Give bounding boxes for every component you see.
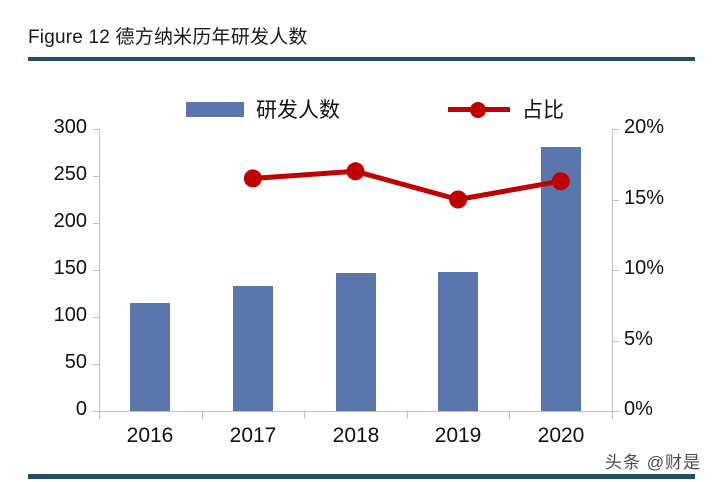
- y-axis-right-tick: [613, 341, 619, 342]
- x-axis-tick: [407, 412, 408, 419]
- chart-legend: 研发人数 占比: [0, 92, 723, 126]
- bar-2016[interactable]: [130, 303, 170, 411]
- y-axis-left-tick-label: 50: [64, 351, 87, 373]
- legend-item-bars[interactable]: 研发人数: [186, 92, 340, 126]
- line-marker-2017[interactable]: [243, 169, 262, 188]
- x-axis-tick: [99, 412, 100, 419]
- line-marker-2020[interactable]: [551, 172, 570, 191]
- y-axis-left-tick-label: 200: [53, 210, 87, 232]
- watermark-label: 头条 @财是: [605, 453, 701, 472]
- y-axis-left-line: [99, 129, 100, 412]
- footer-divider: [28, 474, 695, 479]
- y-axis-right-tick-label: 5%: [624, 328, 653, 350]
- y-axis-right-tick: [613, 411, 619, 412]
- line-marker-2019[interactable]: [449, 190, 468, 209]
- y-axis-right-tick: [613, 200, 619, 201]
- legend-bar-swatch-icon: [186, 101, 244, 117]
- x-axis-tick-label: 2016: [126, 424, 174, 447]
- x-axis-tick: [304, 412, 305, 419]
- y-axis-right-line: [612, 129, 613, 412]
- y-axis-left-tick-label: 150: [53, 257, 87, 279]
- bar-2017[interactable]: [233, 286, 273, 411]
- x-axis-tick-label: 2019: [434, 424, 482, 447]
- y-axis-right-tick-label: 15%: [624, 187, 665, 209]
- legend-item-line[interactable]: 占比: [448, 92, 564, 126]
- bar-2018[interactable]: [336, 273, 376, 411]
- line-path: [250, 168, 564, 202]
- figure-header: Figure 12 德方纳米历年研发人数: [0, 0, 723, 62]
- x-axis-tick-label: 2018: [332, 424, 380, 447]
- legend-item-bars-label: 研发人数: [256, 99, 340, 122]
- page-title: Figure 12 德方纳米历年研发人数: [28, 27, 308, 48]
- x-axis-tick: [612, 412, 613, 419]
- y-axis-left-tick: [93, 176, 99, 177]
- bar-2019[interactable]: [438, 272, 478, 411]
- y-axis-left-tick: [93, 223, 99, 224]
- y-axis-right-tick-label: 10%: [624, 257, 665, 279]
- y-axis-left-tick-label: 100: [53, 304, 87, 326]
- y-axis-left-tick: [93, 411, 99, 412]
- x-axis-tick: [202, 412, 203, 419]
- y-axis-left-tick: [93, 364, 99, 365]
- x-axis-line: [99, 411, 613, 412]
- x-axis-tick: [509, 412, 510, 419]
- y-axis-left-tick: [93, 270, 99, 271]
- legend-line-swatch-icon: [448, 100, 510, 118]
- y-axis-left-tick: [93, 317, 99, 318]
- x-axis-tick-label: 2020: [537, 424, 585, 447]
- y-axis-right-tick: [613, 129, 619, 130]
- legend-item-line-label: 占比: [522, 99, 564, 122]
- y-axis-left-tick-label: 250: [53, 163, 87, 185]
- x-axis-tick-label: 2017: [229, 424, 277, 447]
- bar-2020[interactable]: [541, 147, 581, 411]
- y-axis-left-tick-label: 0: [75, 398, 87, 420]
- y-axis-right-tick-label: 0%: [624, 398, 653, 420]
- y-axis-right-tick: [613, 270, 619, 271]
- y-axis-left-tick: [93, 129, 99, 130]
- line-marker-2018[interactable]: [346, 162, 365, 181]
- header-divider: [28, 57, 695, 61]
